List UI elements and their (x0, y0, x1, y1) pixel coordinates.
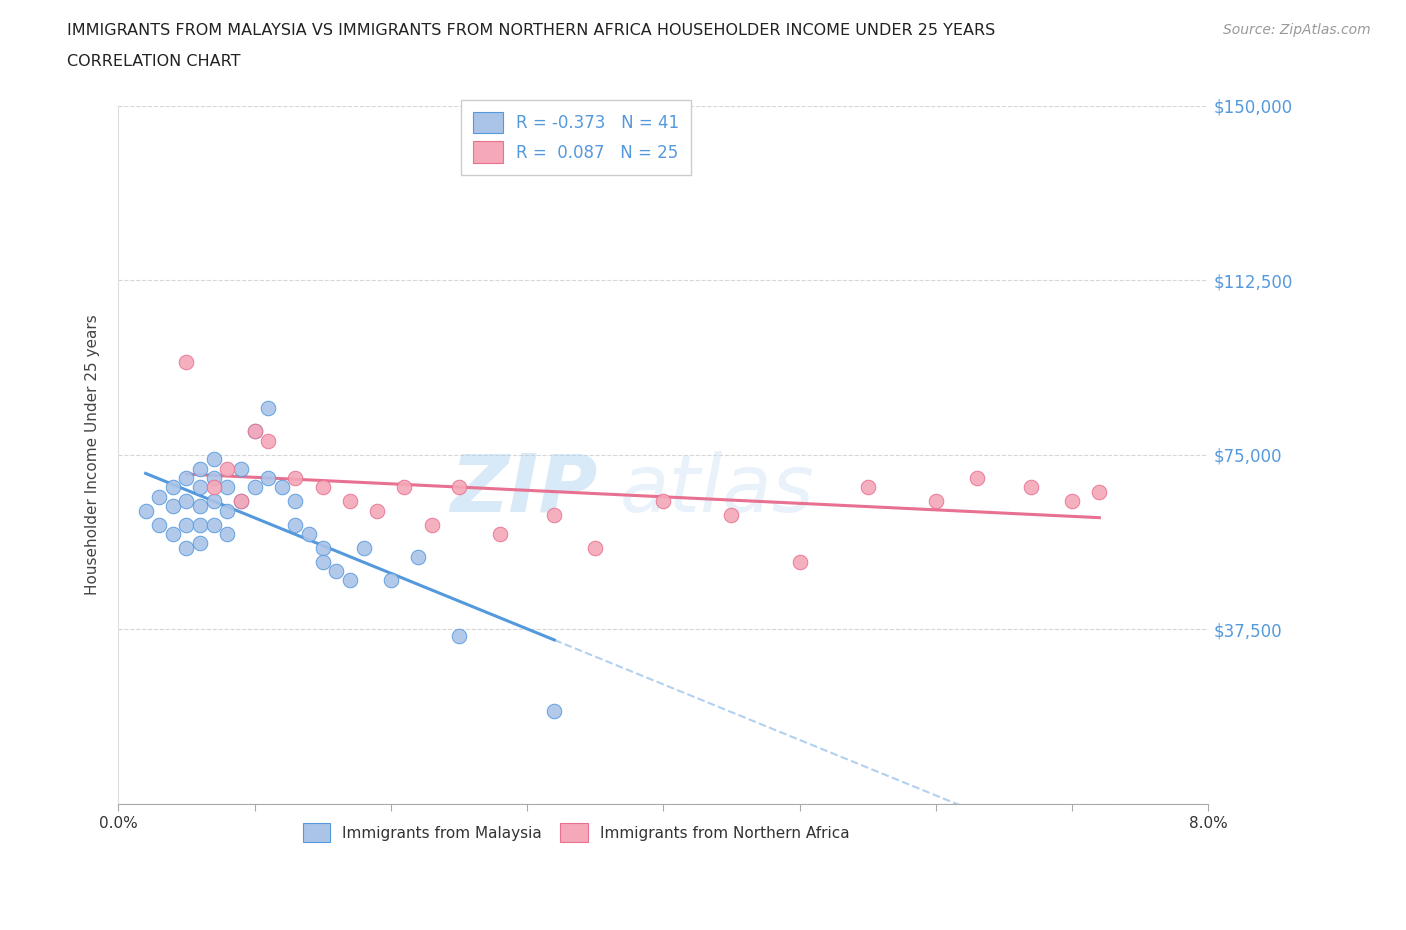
Text: Source: ZipAtlas.com: Source: ZipAtlas.com (1223, 23, 1371, 37)
Text: CORRELATION CHART: CORRELATION CHART (67, 54, 240, 69)
Point (257, 401, 280, 416)
Point (583, 540, 606, 555)
Point (366, 503, 388, 518)
Point (406, 550, 429, 565)
Point (217, 480, 239, 495)
Legend: Immigrants from Malaysia, Immigrants from Northern Africa: Immigrants from Malaysia, Immigrants fro… (297, 817, 856, 848)
Point (188, 480, 211, 495)
Point (447, 480, 470, 495)
Point (966, 471, 988, 485)
Point (202, 480, 225, 495)
Point (543, 508, 565, 523)
Point (284, 517, 307, 532)
Point (856, 480, 879, 495)
Point (420, 517, 443, 532)
Point (217, 461, 239, 476)
Point (176, 517, 198, 532)
Point (339, 573, 361, 588)
Point (257, 433, 280, 448)
Point (202, 452, 225, 467)
Point (312, 554, 335, 569)
Point (217, 503, 239, 518)
Point (1019, 480, 1042, 495)
Point (489, 526, 512, 541)
Point (394, 480, 416, 495)
Point (257, 471, 280, 485)
Point (135, 503, 157, 518)
Point (162, 498, 184, 513)
Point (339, 494, 361, 509)
Text: atlas: atlas (620, 451, 814, 528)
Point (925, 494, 948, 509)
Point (243, 480, 266, 495)
Point (325, 564, 347, 578)
Point (652, 494, 675, 509)
Text: IMMIGRANTS FROM MALAYSIA VS IMMIGRANTS FROM NORTHERN AFRICA HOUSEHOLDER INCOME U: IMMIGRANTS FROM MALAYSIA VS IMMIGRANTS F… (67, 23, 995, 38)
Point (148, 489, 170, 504)
Point (148, 517, 170, 532)
Point (270, 480, 292, 495)
Text: ZIP: ZIP (450, 451, 598, 528)
Point (447, 629, 470, 644)
Point (298, 526, 321, 541)
Point (176, 354, 198, 369)
Point (188, 498, 211, 513)
Point (284, 471, 307, 485)
Point (176, 471, 198, 485)
Point (229, 494, 252, 509)
Point (202, 471, 225, 485)
Point (720, 508, 742, 523)
Point (243, 424, 266, 439)
Point (1088, 485, 1111, 499)
Point (176, 494, 198, 509)
Point (284, 494, 307, 509)
Point (202, 517, 225, 532)
Point (380, 573, 402, 588)
Point (162, 526, 184, 541)
Point (312, 480, 335, 495)
Y-axis label: Householder Income Under 25 years: Householder Income Under 25 years (86, 314, 100, 595)
Point (162, 480, 184, 495)
Point (543, 703, 565, 718)
Point (217, 526, 239, 541)
Point (789, 554, 811, 569)
Point (176, 540, 198, 555)
Point (353, 540, 375, 555)
Point (188, 517, 211, 532)
Point (188, 536, 211, 551)
Point (202, 494, 225, 509)
Point (229, 461, 252, 476)
Point (1062, 494, 1084, 509)
Point (312, 540, 335, 555)
Point (243, 424, 266, 439)
Point (229, 494, 252, 509)
Point (188, 461, 211, 476)
